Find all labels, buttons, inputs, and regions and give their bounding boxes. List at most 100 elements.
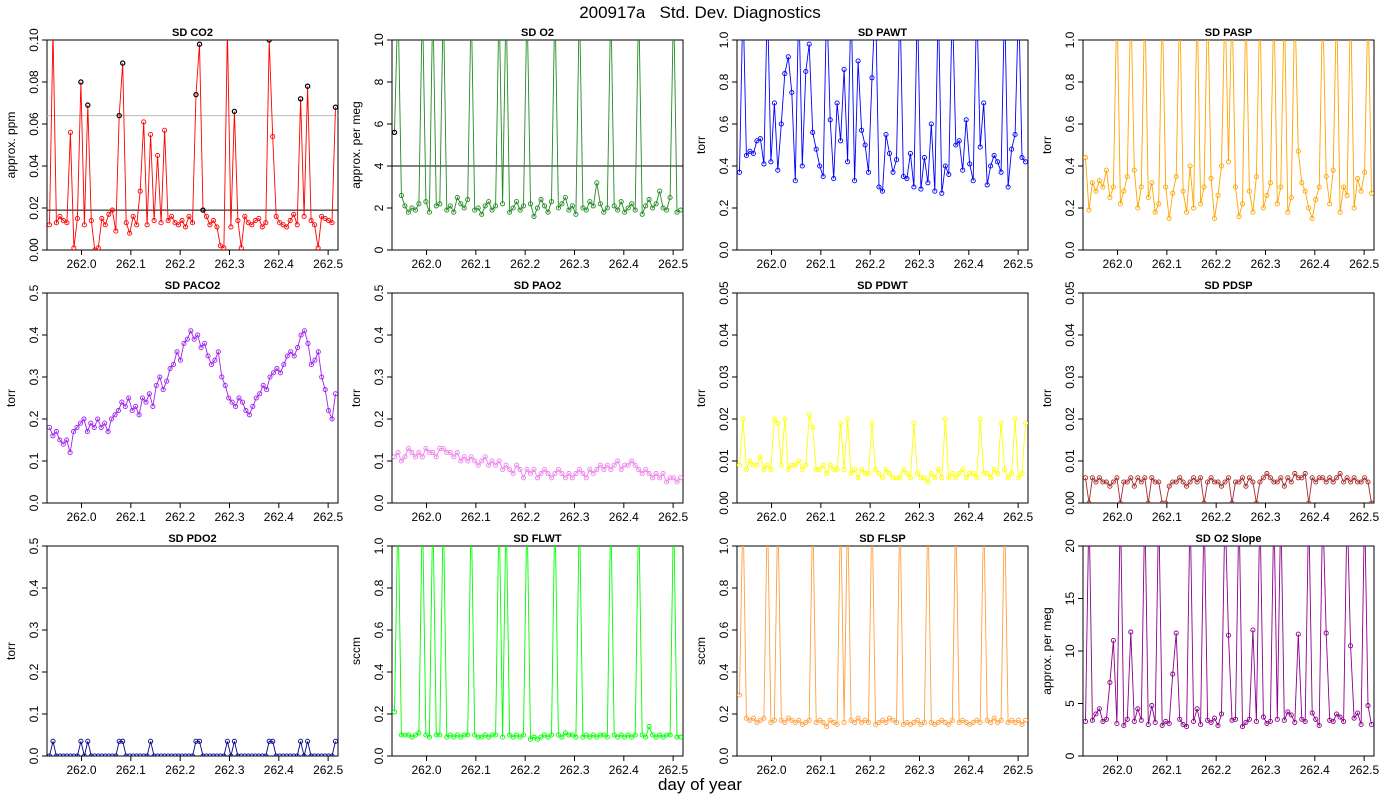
data-point — [653, 471, 659, 477]
data-point — [977, 719, 983, 725]
data-point — [667, 732, 673, 738]
data-point — [412, 207, 418, 213]
x-tick-label: 262.3 — [1250, 510, 1280, 524]
data-point — [150, 403, 156, 409]
y-tick-label: 0.1 — [27, 705, 41, 722]
data-point — [1019, 155, 1025, 161]
x-tick-label: 262.1 — [116, 510, 146, 524]
data-point — [939, 475, 945, 481]
plot-frame — [46, 292, 339, 504]
data-point — [1124, 716, 1130, 722]
data-point — [479, 458, 485, 464]
data-point — [277, 370, 283, 376]
series-line — [49, 329, 336, 453]
data-point — [162, 127, 168, 133]
data-point — [444, 207, 450, 213]
data-point — [859, 466, 865, 472]
data-point — [92, 753, 98, 756]
x-tick-label: 262.0 — [757, 257, 787, 271]
data-point — [57, 213, 63, 219]
data-point — [308, 361, 314, 367]
data-point — [806, 717, 812, 723]
data-point — [946, 475, 952, 481]
data-point — [155, 753, 161, 756]
data-point — [859, 127, 865, 133]
data-point — [479, 211, 485, 217]
data-point — [1114, 475, 1120, 481]
series-line — [49, 40, 336, 250]
series-line — [1085, 546, 1372, 728]
y-tick-label: 0.8 — [372, 579, 386, 596]
data-point — [116, 112, 122, 119]
data-point — [179, 218, 185, 224]
data-point — [1239, 475, 1246, 481]
data-point — [1257, 479, 1263, 485]
data-point — [1145, 721, 1151, 728]
data-point — [1121, 722, 1127, 729]
y-tick-label: 6 — [372, 120, 386, 127]
data-point — [597, 732, 603, 738]
data-point — [664, 479, 670, 485]
data-point — [123, 753, 129, 756]
data-point — [737, 462, 743, 468]
data-point — [559, 734, 565, 740]
data-point — [85, 738, 91, 744]
data-point — [274, 366, 280, 372]
data-point — [524, 466, 530, 472]
data-point — [1348, 643, 1354, 649]
data-point — [775, 167, 781, 173]
series-line — [394, 546, 681, 740]
data-point — [1299, 180, 1305, 186]
data-point — [796, 717, 802, 723]
data-point — [465, 732, 471, 738]
y-tick-label: 0.02 — [1063, 407, 1077, 431]
data-point — [998, 717, 1004, 723]
data-point — [869, 75, 875, 81]
data-point — [1019, 721, 1025, 728]
data-point — [426, 734, 432, 740]
data-point — [184, 336, 190, 342]
data-point — [674, 479, 680, 485]
data-point — [1107, 194, 1113, 201]
data-point — [1194, 479, 1200, 485]
data-point — [1142, 475, 1148, 481]
y-axis-label: torr — [4, 642, 18, 660]
x-tick-label: 262.1 — [806, 763, 836, 777]
x-tick-label: 262.0 — [412, 763, 442, 777]
plot-frame — [46, 545, 339, 757]
data-point — [517, 207, 523, 213]
data-point — [1334, 711, 1340, 717]
data-point — [559, 201, 565, 207]
data-point — [119, 60, 126, 66]
data-point — [757, 454, 763, 460]
data-point — [664, 732, 670, 738]
data-point — [743, 466, 749, 472]
data-point — [1093, 188, 1099, 194]
data-point — [451, 454, 457, 460]
chart-panel: SD PDWT torr 262.0 262.1 262.2 262.3 262.4 262.… — [694, 280, 1033, 524]
data-point — [935, 466, 941, 472]
y-tick-label: 0.01 — [717, 449, 731, 473]
data-point — [820, 462, 826, 468]
x-tick-label: 262.0 — [412, 257, 442, 271]
x-tick-label: 262.2 — [855, 763, 885, 777]
data-point — [618, 199, 624, 205]
data-point — [256, 215, 262, 222]
data-point — [426, 209, 432, 215]
data-point — [1351, 715, 1357, 721]
data-point — [928, 471, 934, 477]
data-point — [527, 201, 534, 207]
data-point — [1089, 180, 1095, 186]
data-point — [461, 454, 467, 460]
data-point — [99, 753, 105, 756]
data-point — [1180, 479, 1186, 485]
data-point — [294, 222, 300, 228]
data-point — [995, 471, 1001, 477]
data-point — [1201, 184, 1207, 190]
data-point — [1253, 500, 1259, 503]
y-tick-label: 0.4 — [372, 326, 386, 343]
data-point — [1309, 475, 1315, 481]
y-axis-label: approx. ppm — [4, 112, 18, 179]
data-point — [1096, 178, 1102, 184]
